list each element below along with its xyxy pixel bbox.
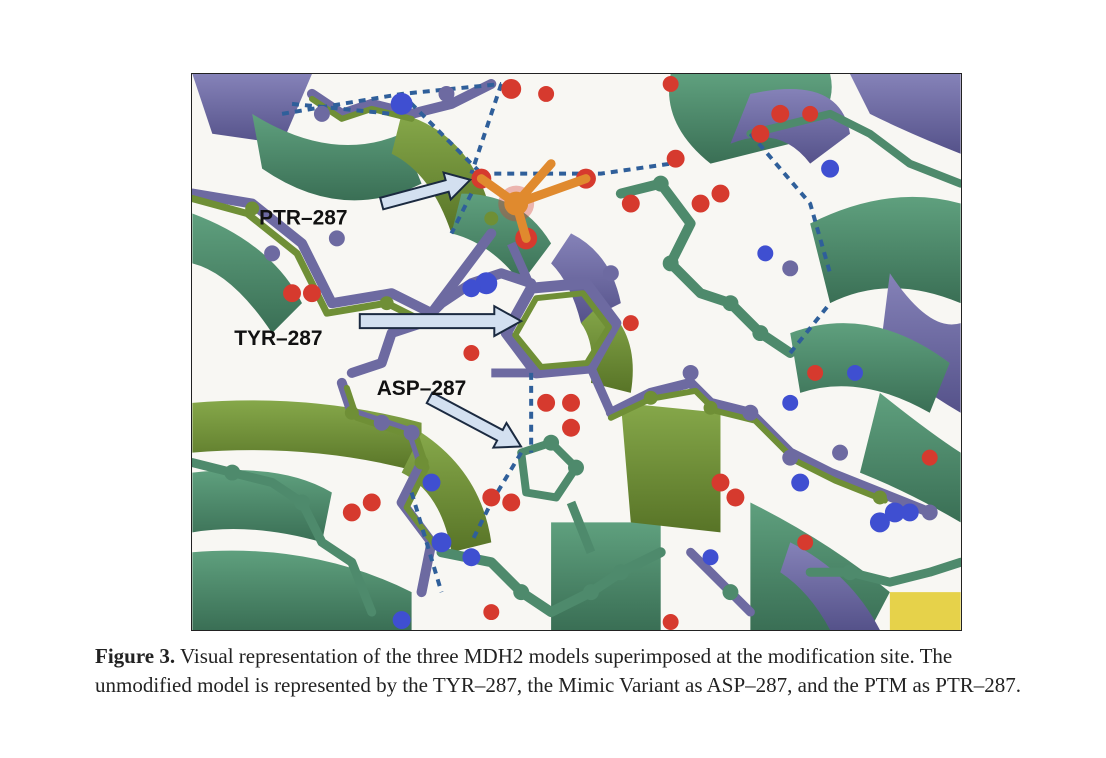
atoms-carbon xyxy=(224,85,938,601)
protein-structure-render: PTR–287 TYR–287 ASP–287 xyxy=(192,74,961,630)
label-ptr-287: PTR–287 xyxy=(259,206,347,229)
figure-caption: Figure 3. Visual representation of the t… xyxy=(95,642,1035,700)
arrow-ptr xyxy=(378,171,473,211)
label-tyr-287: TYR–287 xyxy=(234,327,322,350)
residue-287-rings xyxy=(491,241,622,554)
atoms-nitrogen xyxy=(390,92,919,630)
label-asp-287: ASP–287 xyxy=(377,377,467,400)
phosphate-group xyxy=(476,159,591,243)
annotation-arrows xyxy=(358,171,524,449)
molecular-figure: PTR–287 TYR–287 ASP–287 xyxy=(191,73,962,631)
caption-text: Visual representation of the three MDH2 … xyxy=(95,644,1022,697)
caption-label: Figure 3. xyxy=(95,644,176,668)
arrow-tyr xyxy=(358,304,524,338)
ribbon-helices xyxy=(192,74,961,630)
arrow-asp xyxy=(425,391,523,449)
